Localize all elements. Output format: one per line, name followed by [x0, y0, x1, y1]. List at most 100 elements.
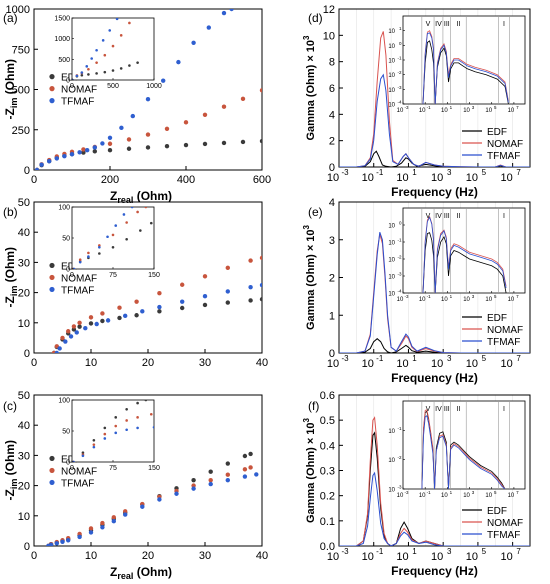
data-point — [100, 318, 105, 324]
inset-data-point — [81, 451, 85, 455]
data-point — [126, 137, 132, 142]
inset-y-tick-label: 100 — [58, 398, 70, 405]
series-line-edf — [339, 150, 530, 167]
y-tick-label: 0 — [24, 348, 30, 360]
data-point — [180, 299, 185, 304]
inset-x-tick-label: 10 — [463, 108, 470, 114]
x-tick-label: 10 — [501, 358, 513, 370]
inset-x-tick-exponent: 3 — [472, 294, 475, 299]
y-tick-label: 20 — [18, 288, 30, 300]
data-point — [62, 153, 67, 159]
inset-data-point — [103, 70, 107, 74]
inset-data-point — [72, 460, 75, 462]
inset-data-point — [92, 443, 96, 446]
inset-plot-area — [72, 400, 154, 462]
x-tick-exponent: 7 — [516, 547, 521, 556]
data-point — [94, 321, 99, 327]
inset-y-tick-label: 10 — [388, 29, 395, 35]
inset-x-tick-exponent: -1 — [427, 105, 431, 110]
data-point — [54, 156, 59, 161]
inset-series-tfmaf — [72, 425, 154, 462]
y-tick-label: 1000 — [6, 4, 30, 16]
data-point — [140, 309, 145, 314]
x-tick-label: 10 — [396, 172, 408, 184]
x-tick-exponent: -1 — [376, 354, 384, 363]
y-tick-label: 4 — [329, 197, 335, 209]
data-point — [174, 491, 179, 496]
data-point — [164, 143, 170, 149]
y-tick-label: 20 — [18, 481, 30, 493]
inset-data-point — [108, 29, 112, 32]
data-point — [117, 305, 122, 310]
inset-y-tick-exponent: -2 — [397, 255, 401, 260]
inset-y-tick-label: 50 — [62, 429, 70, 436]
data-point — [157, 309, 162, 314]
inset-frame — [402, 400, 526, 490]
x-tick-exponent: 5 — [482, 354, 487, 363]
data-point — [126, 146, 132, 151]
x-tick-exponent: 5 — [482, 547, 487, 556]
data-point — [248, 284, 253, 290]
data-point — [259, 138, 262, 144]
x-tick-label: 40 — [256, 357, 268, 369]
x-tick-label: 10 — [327, 358, 339, 370]
inset-x-tick-label: 10 — [397, 493, 404, 499]
data-point — [157, 304, 162, 310]
data-point — [225, 289, 230, 294]
inset-x-tick-label: 150 — [148, 272, 160, 279]
data-point — [157, 291, 162, 296]
legend-marker — [49, 479, 55, 486]
inset-data-point — [136, 426, 139, 430]
y-tick-label: 4 — [329, 109, 335, 121]
series-nomaf — [51, 255, 262, 353]
inset-data-point — [98, 246, 101, 249]
data-point — [248, 258, 253, 263]
data-point — [240, 96, 246, 102]
inset-y-tick-exponent: 0 — [399, 41, 402, 46]
data-point — [77, 150, 82, 155]
x-tick-exponent: 1 — [412, 547, 417, 556]
legend-label: TFMAF — [61, 285, 94, 296]
y-tick-label: 30 — [18, 257, 30, 269]
x-tick-label: 20 — [142, 550, 154, 562]
legend-label: NOMAF — [61, 273, 97, 284]
inset-x-tick-label: 10 — [463, 297, 470, 303]
x-tick-label: 10 — [362, 358, 374, 370]
data-point — [248, 451, 253, 457]
inset-data-point — [114, 416, 118, 419]
data-point — [259, 297, 262, 302]
x-tick-exponent: 7 — [516, 354, 521, 363]
series-line-tfmaf — [339, 471, 530, 546]
data-point — [57, 346, 62, 351]
region-label: IV — [435, 21, 442, 28]
inset-data-point — [95, 72, 98, 75]
inset-y-tick-label: 10 — [388, 88, 395, 94]
inset-x-tick-label: 10 — [441, 297, 448, 303]
plot-area — [51, 255, 262, 353]
legend-label: EDF — [487, 313, 507, 324]
data-point — [107, 147, 113, 153]
inset-data-point — [72, 267, 76, 269]
data-point — [123, 509, 128, 514]
inset-y-tick-label: 1500 — [54, 16, 70, 23]
series-line-tfmaf — [339, 232, 530, 353]
inset-x-tick-label: 75 — [109, 465, 117, 472]
inset-x-tick-exponent: 7 — [516, 105, 519, 110]
legend-label: NOMAF — [487, 139, 523, 150]
x-axis-label: Frequency (Hz) — [391, 185, 478, 199]
inset-e: V IV III II I10-310-110110310510710-410-310-… — [388, 207, 526, 303]
y-tick-label: 0.6 — [320, 390, 335, 402]
data-point — [157, 497, 162, 502]
y-tick-label: 3 — [329, 235, 335, 247]
data-point — [88, 321, 94, 326]
region-label: V — [426, 406, 431, 413]
inset-x-tick-label: 10 — [419, 493, 426, 499]
inset-data-point — [115, 18, 119, 21]
legend-label: EDF — [61, 73, 81, 84]
inset-data-point — [95, 48, 98, 52]
data-point — [92, 145, 98, 150]
inset-x-tick-label: 0 — [70, 272, 74, 279]
inset-d: V IV III II I10-310-110110310510710-410-310-… — [388, 15, 526, 114]
inset-data-point — [128, 64, 131, 67]
